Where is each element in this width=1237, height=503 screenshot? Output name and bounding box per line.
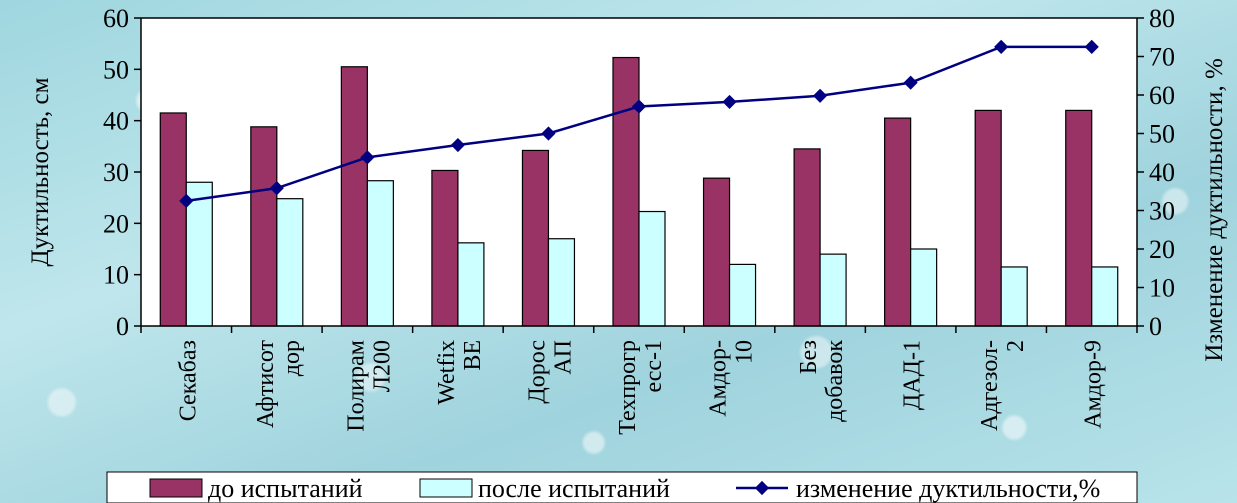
bar-after-10 — [1091, 266, 1119, 327]
bar-after-9 — [1000, 266, 1028, 327]
category-label-3-1: BE — [460, 340, 486, 371]
line-point-7 — [813, 88, 828, 103]
category-label-5-1: есс-1 — [641, 340, 667, 393]
legend-marker-change — [754, 480, 770, 496]
category-label-9-0: Адгезол- — [977, 340, 1003, 431]
bar-before-10 — [1065, 109, 1093, 327]
legend-swatch-before — [149, 478, 203, 498]
bar-before-9 — [974, 109, 1002, 327]
legend-label-before: до испытаний — [208, 474, 363, 503]
y-tick-label-0: 0 — [116, 312, 129, 341]
right-axis-ticks: 0 10 20 30 40 50 60 70 80 — [1137, 4, 1175, 341]
y2-tick-label-4: 40 — [1149, 158, 1175, 187]
category-label-4-1: АП — [550, 340, 576, 375]
line-layer — [179, 39, 1099, 208]
y2-tick-label-8: 80 — [1149, 4, 1175, 33]
legend-label-after: после испытаний — [478, 474, 670, 503]
bar-before-4 — [521, 149, 550, 327]
line-point-1 — [269, 181, 284, 196]
category-label-1-0: Афтисот — [253, 339, 279, 428]
bar-after-8 — [910, 248, 938, 327]
bar-before-2 — [340, 66, 368, 327]
y-tick-label-5: 50 — [103, 55, 129, 84]
bar-before-5 — [612, 56, 640, 327]
line-point-8 — [903, 75, 918, 90]
line-point-5 — [631, 99, 647, 114]
bar-before-1 — [250, 126, 278, 327]
y-tick-label-6: 60 — [103, 4, 129, 33]
category-label-6-1: 10 — [732, 340, 758, 364]
bar-before-6 — [702, 177, 731, 327]
line-point-10 — [1084, 39, 1099, 54]
y2-tick-label-5: 50 — [1149, 120, 1175, 149]
bar-after-0 — [185, 181, 213, 327]
y2-tick-label-0: 0 — [1149, 312, 1162, 341]
line-point-0 — [179, 193, 194, 208]
y2-tick-label-1: 10 — [1149, 274, 1175, 303]
category-label-2-1: Л200 — [369, 340, 395, 392]
y2-tick-label-3: 30 — [1149, 197, 1175, 226]
line-point-2 — [360, 150, 375, 165]
bar-after-2 — [366, 180, 394, 327]
line-point-9 — [994, 39, 1009, 54]
category-label-7-0: Без — [796, 340, 822, 374]
left-axis-ticks: 0 10 20 30 40 50 60 — [103, 4, 141, 341]
line-point-4 — [541, 126, 556, 141]
category-label-6-0: Амдор- — [706, 340, 732, 417]
bar-after-7 — [819, 253, 847, 327]
bar-before-0 — [159, 112, 187, 327]
line-point-6 — [722, 94, 737, 110]
bar-before-7 — [793, 148, 821, 327]
category-label-10-0: Амдор-9 — [1081, 340, 1107, 429]
category-labels: Секабаз Афтисот дор Полирам Л200 Wetfix BE Доро… — [175, 339, 1106, 434]
category-label-4-0: Дорос — [524, 340, 550, 404]
y-tick-label-3: 30 — [103, 158, 129, 187]
y-tick-label-4: 40 — [103, 107, 129, 136]
bar-after-5 — [638, 210, 666, 327]
y-tick-label-2: 20 — [103, 209, 129, 238]
y2-axis-title: Изменение дуктильности, % — [1201, 58, 1228, 362]
legend-label-change: изменение дуктильности,% — [796, 474, 1100, 503]
category-label-7-1: добавок — [822, 340, 848, 422]
y2-tick-label-7: 70 — [1149, 43, 1175, 72]
category-label-5-0: Техпрогр — [615, 340, 641, 435]
y-tick-label-1: 10 — [103, 261, 129, 290]
legend: до испытаний после испытаний изменение д… — [106, 471, 1138, 503]
category-label-2-0: Полирам — [343, 340, 369, 432]
y2-tick-label-6: 60 — [1149, 81, 1175, 110]
bar-after-1 — [276, 198, 304, 327]
bar-before-8 — [884, 117, 912, 327]
category-label-1-1: дор — [279, 340, 305, 376]
bar-after-3 — [457, 242, 485, 327]
bar-after-4 — [547, 238, 576, 327]
y-axis-title: Дуктильность, см — [27, 77, 54, 266]
bar-after-6 — [728, 263, 757, 327]
legend-box — [106, 471, 1138, 503]
category-label-8-0: ДАД-1 — [900, 340, 926, 410]
category-label-0-0: Секабаз — [175, 340, 201, 421]
bar-before-3 — [431, 169, 459, 327]
bars-layer — [159, 56, 1119, 327]
line-point-3 — [450, 137, 465, 153]
y2-tick-label-2: 20 — [1149, 235, 1175, 264]
category-label-3-0: Wetfix — [434, 340, 460, 405]
legend-swatch-after — [419, 478, 473, 498]
category-label-9-1: 2 — [1003, 340, 1029, 352]
